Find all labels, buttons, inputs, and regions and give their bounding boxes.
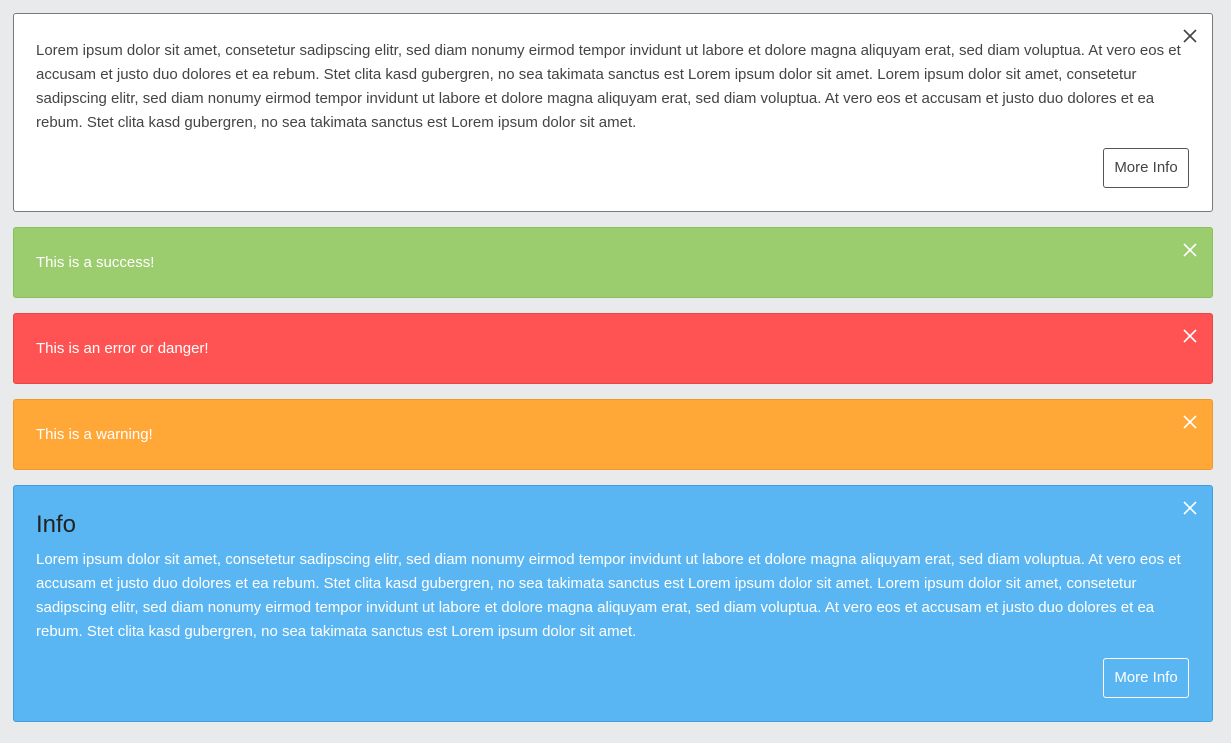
danger-alert: This is an error or danger!	[13, 313, 1213, 384]
warning-alert-close-button[interactable]	[1180, 412, 1200, 432]
success-alert: This is a success!	[13, 227, 1213, 298]
warning-alert: This is a warning!	[13, 399, 1213, 470]
default-alert-close-button[interactable]	[1180, 26, 1200, 46]
close-icon	[1183, 29, 1197, 43]
default-more-info-button[interactable]: More Info	[1103, 148, 1189, 188]
info-alert-text: Lorem ipsum dolor sit amet, consetetur s…	[36, 551, 1181, 640]
default-alert: Lorem ipsum dolor sit amet, consetetur s…	[13, 13, 1213, 212]
success-alert-close-button[interactable]	[1180, 240, 1200, 260]
close-icon	[1183, 415, 1197, 429]
warning-alert-text: This is a warning!	[36, 426, 153, 443]
danger-alert-close-button[interactable]	[1180, 326, 1200, 346]
info-more-info-button[interactable]: More Info	[1103, 658, 1189, 698]
info-alert-title: Info	[36, 511, 77, 538]
info-alert-close-button[interactable]	[1180, 498, 1200, 518]
close-icon	[1183, 243, 1197, 257]
default-alert-text: Lorem ipsum dolor sit amet, consetetur s…	[36, 42, 1181, 131]
danger-alert-text: This is an error or danger!	[36, 340, 209, 357]
success-alert-text: This is a success!	[36, 254, 155, 271]
info-alert: Info Lorem ipsum dolor sit amet, consete…	[13, 485, 1213, 722]
close-icon	[1183, 501, 1197, 515]
close-icon	[1183, 329, 1197, 343]
